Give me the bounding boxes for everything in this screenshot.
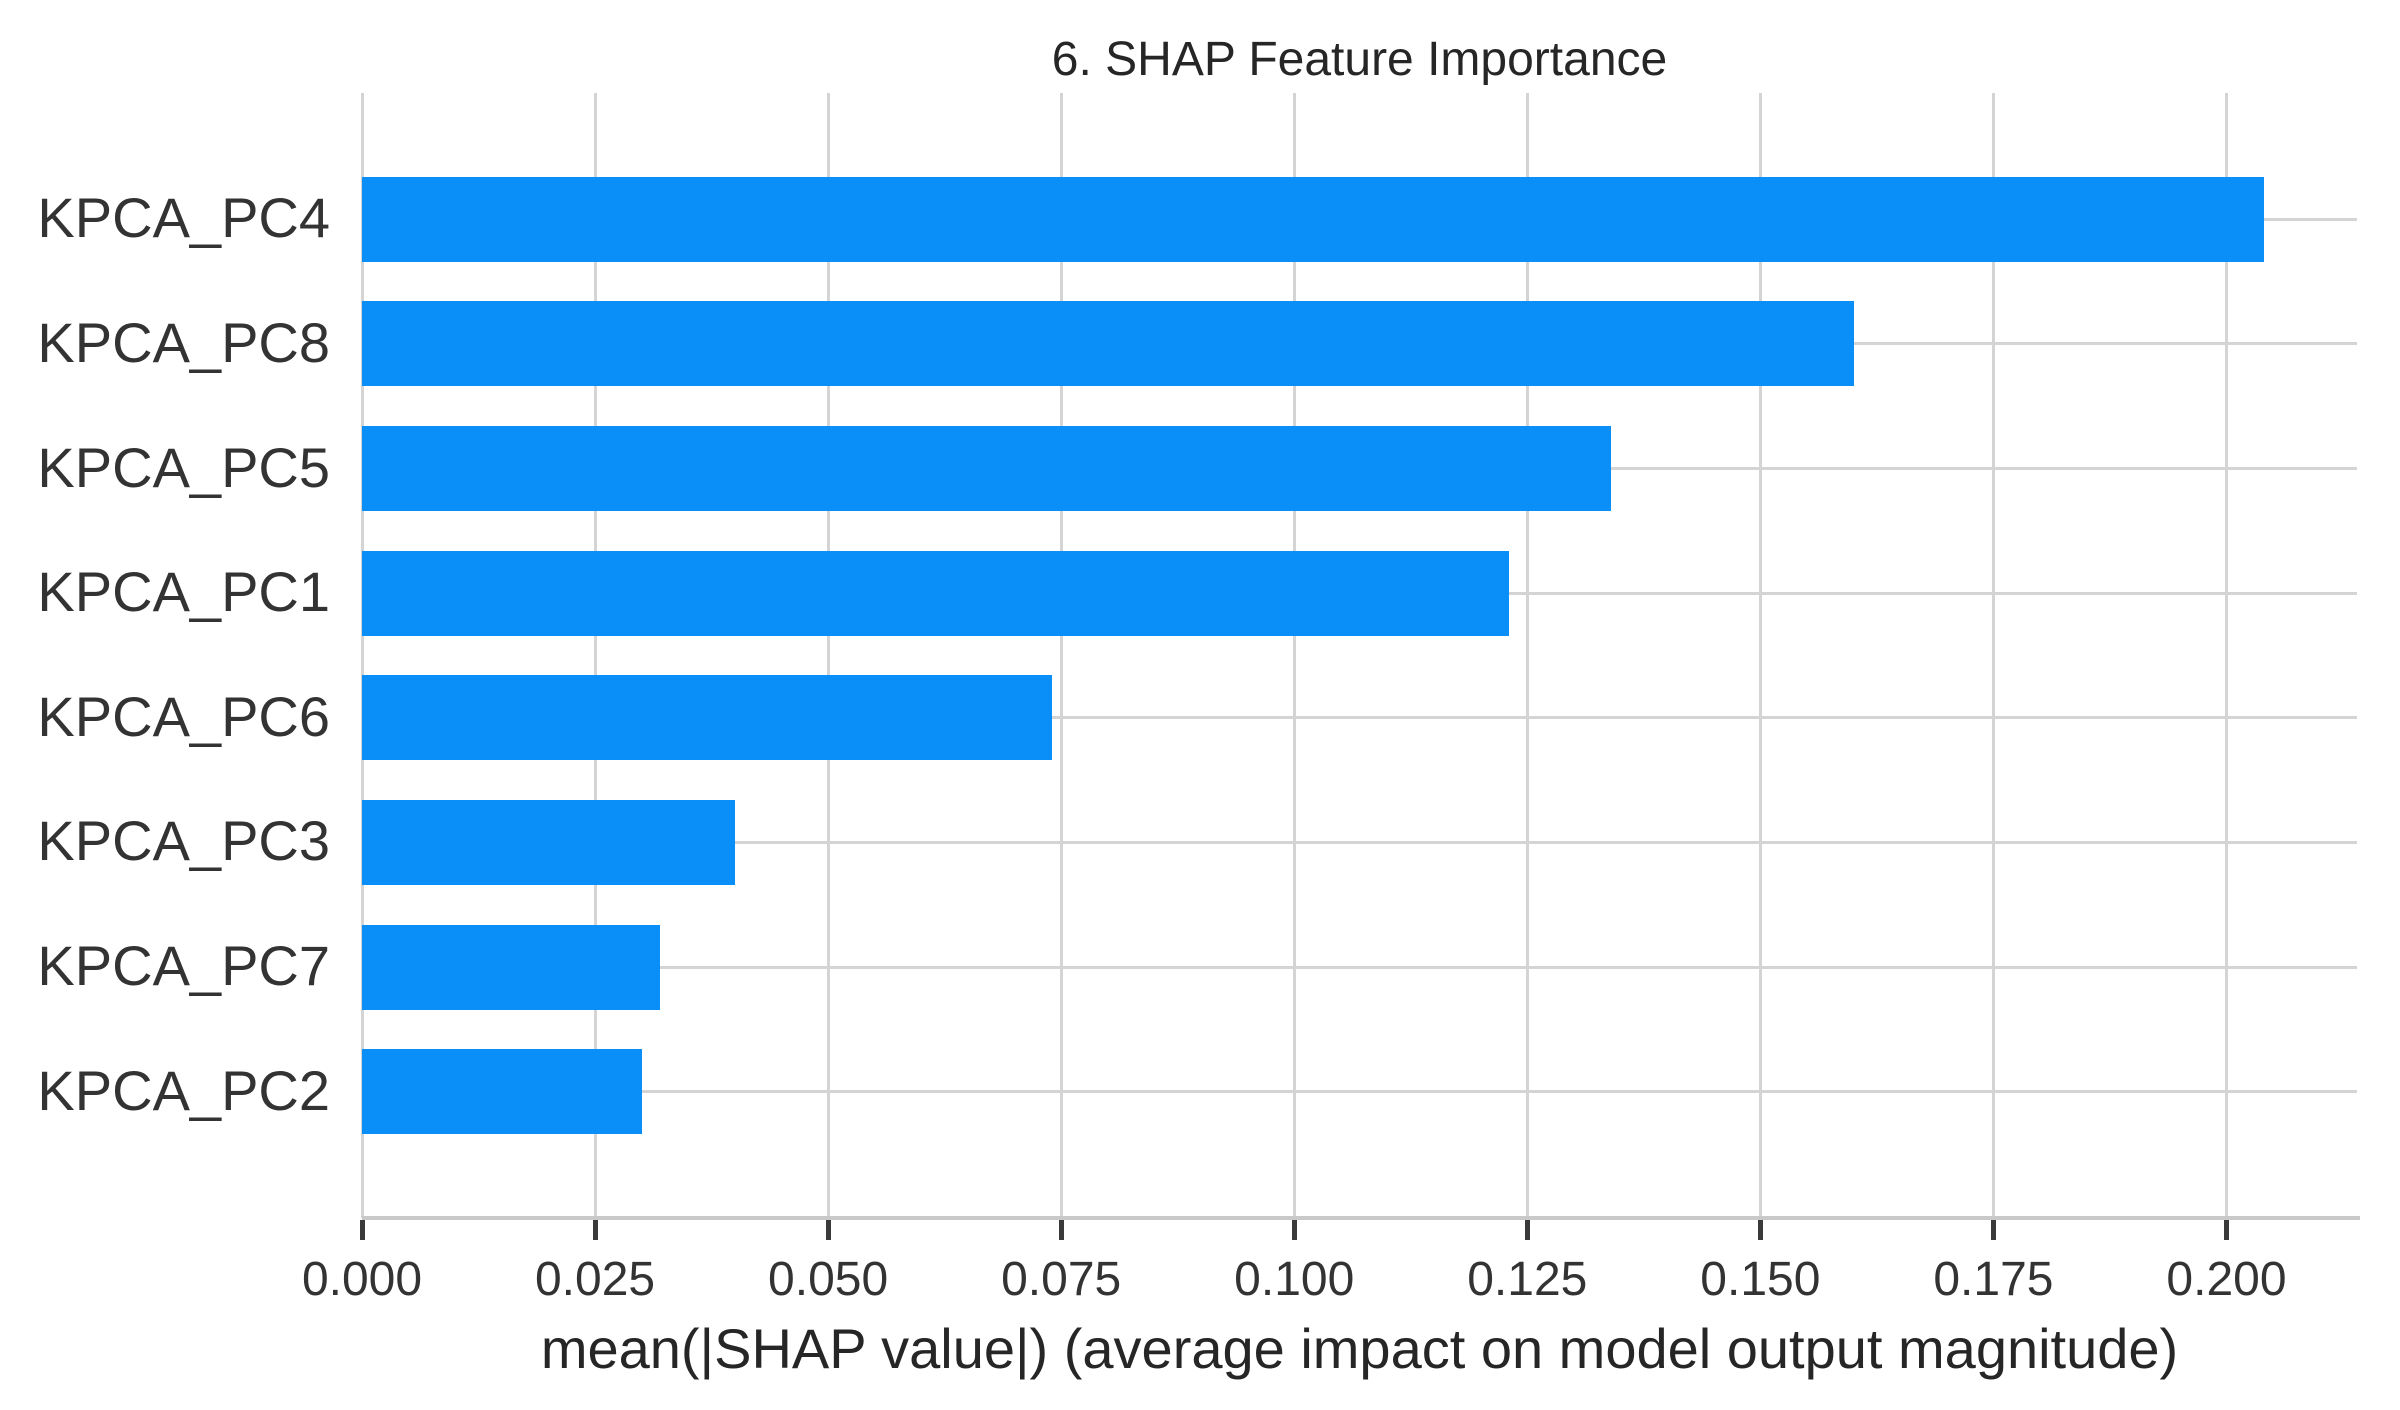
x-tick-0.050 (825, 1220, 831, 1240)
plot-area (360, 93, 2357, 1218)
x-tick-label-0.000: 0.000 (301, 1253, 423, 1306)
y-tick-label-KPCA_PC7: KPCA_PC7 (37, 934, 330, 998)
y-tick-label-KPCA_PC4: KPCA_PC4 (37, 186, 330, 250)
x-tick-label-0.125: 0.125 (1467, 1253, 1588, 1306)
x-gridline-0.200 (2224, 93, 2228, 1218)
bar-KPCA_PC2 (362, 1049, 642, 1135)
x-gridline-0.125 (1525, 93, 1529, 1218)
x-tick-0.000 (359, 1220, 365, 1240)
y-gridline-KPCA_PC7 (362, 965, 2357, 969)
x-tick-label-0.100: 0.100 (1234, 1253, 1355, 1306)
bar-KPCA_PC1 (362, 550, 1509, 636)
y-tick-label-KPCA_PC2: KPCA_PC2 (37, 1058, 330, 1122)
x-gridline-0.150 (1758, 93, 1762, 1218)
x-axis-title: mean(|SHAP value|) (average impact on mo… (540, 1317, 2179, 1380)
x-gridline-0.000 (360, 93, 364, 1218)
bar-KPCA_PC5 (362, 426, 1612, 512)
x-tick-0.075 (1058, 1220, 1064, 1240)
x-tick-label-0.200: 0.200 (2166, 1253, 2287, 1306)
chart-title: 6. SHAP Feature Importance (1051, 33, 1668, 86)
x-tick-0.025 (592, 1220, 598, 1240)
bar-KPCA_PC7 (362, 924, 661, 1010)
bar-KPCA_PC4 (362, 176, 2264, 262)
x-tick-label-0.050: 0.050 (768, 1253, 889, 1306)
x-tick-0.100 (1291, 1220, 1297, 1240)
y-gridline-KPCA_PC2 (362, 1090, 2357, 1094)
y-tick-label-KPCA_PC8: KPCA_PC8 (37, 310, 330, 374)
y-tick-label-KPCA_PC3: KPCA_PC3 (37, 809, 330, 873)
x-axis-spine (362, 1216, 2360, 1220)
x-tick-label-0.075: 0.075 (1001, 1253, 1122, 1306)
x-gridline-0.100 (1292, 93, 1296, 1218)
bar-KPCA_PC3 (362, 799, 735, 885)
y-tick-label-KPCA_PC5: KPCA_PC5 (37, 435, 330, 499)
y-tick-label-KPCA_PC6: KPCA_PC6 (37, 684, 330, 748)
y-gridline-KPCA_PC3 (362, 840, 2357, 844)
x-tick-label-0.175: 0.175 (1933, 1253, 2054, 1306)
bar-KPCA_PC6 (362, 675, 1052, 761)
x-tick-label-0.025: 0.025 (534, 1253, 656, 1306)
x-tick-0.125 (1524, 1220, 1530, 1240)
x-gridline-0.025 (593, 93, 597, 1218)
x-tick-label-0.150: 0.150 (1700, 1253, 1821, 1306)
x-gridline-0.075 (1059, 93, 1063, 1218)
x-tick-0.150 (1757, 1220, 1763, 1240)
bar-KPCA_PC8 (362, 301, 1854, 387)
y-tick-label-KPCA_PC1: KPCA_PC1 (37, 560, 330, 624)
x-tick-0.175 (1990, 1220, 1996, 1240)
x-gridline-0.175 (1991, 93, 1995, 1218)
x-tick-0.200 (2223, 1220, 2229, 1240)
x-gridline-0.050 (826, 93, 830, 1218)
y-gridline-KPCA_PC6 (362, 716, 2357, 720)
